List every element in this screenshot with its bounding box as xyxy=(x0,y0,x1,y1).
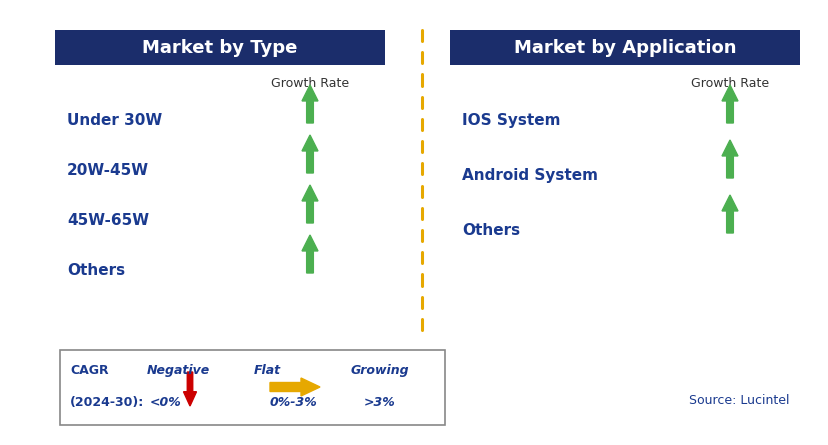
Bar xyxy=(55,30,384,65)
Text: <0%: <0% xyxy=(150,396,181,409)
Text: IOS System: IOS System xyxy=(461,113,560,128)
Text: 45W-65W: 45W-65W xyxy=(67,213,149,227)
FancyArrow shape xyxy=(270,378,320,396)
Text: Market by Application: Market by Application xyxy=(513,39,735,57)
Text: Source: Lucintel: Source: Lucintel xyxy=(689,393,789,406)
FancyArrow shape xyxy=(721,140,737,178)
Text: CAGR: CAGR xyxy=(70,364,108,376)
Text: 0%-3%: 0%-3% xyxy=(269,396,316,409)
FancyArrow shape xyxy=(301,85,318,123)
Text: Growth Rate: Growth Rate xyxy=(271,77,349,89)
FancyArrow shape xyxy=(301,135,318,173)
FancyArrow shape xyxy=(721,195,737,233)
FancyArrow shape xyxy=(401,375,414,409)
Text: Negative: Negative xyxy=(147,364,209,376)
FancyBboxPatch shape xyxy=(60,350,445,425)
Text: Android System: Android System xyxy=(461,167,597,182)
FancyArrow shape xyxy=(301,235,318,273)
Text: Flat: Flat xyxy=(253,364,280,376)
Text: Growing: Growing xyxy=(350,364,409,376)
FancyArrow shape xyxy=(301,185,318,223)
Text: >3%: >3% xyxy=(363,396,396,409)
Text: 20W-45W: 20W-45W xyxy=(67,162,149,178)
Text: Growth Rate: Growth Rate xyxy=(690,77,768,89)
Text: (2024-30):: (2024-30): xyxy=(70,396,144,409)
Text: Market by Type: Market by Type xyxy=(142,39,297,57)
Text: Under 30W: Under 30W xyxy=(67,113,162,128)
FancyArrow shape xyxy=(721,85,737,123)
FancyArrow shape xyxy=(183,372,196,406)
Bar xyxy=(450,30,799,65)
Text: Others: Others xyxy=(67,263,125,278)
Text: Others: Others xyxy=(461,222,519,238)
